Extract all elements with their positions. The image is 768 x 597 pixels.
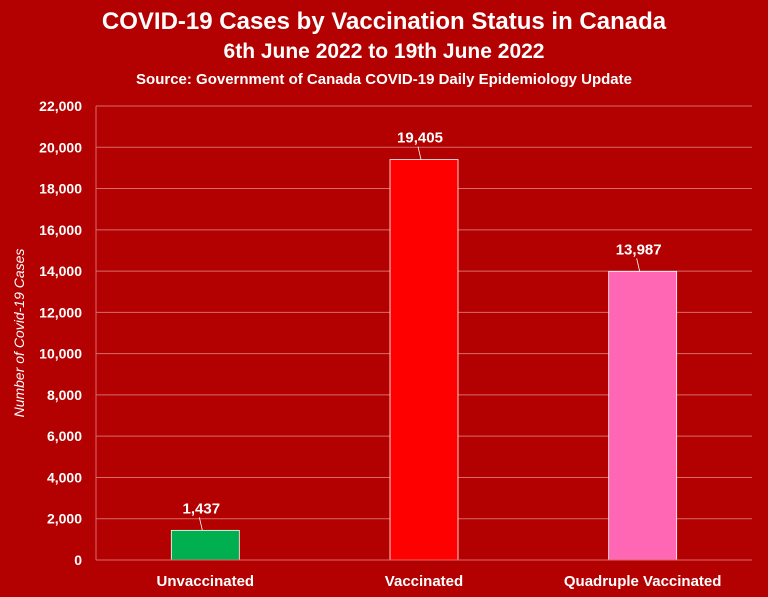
data-label: 13,987: [616, 241, 662, 258]
data-label-leader: [198, 517, 203, 531]
data-label-leader: [636, 258, 641, 272]
x-tick-label: Unvaccinated: [157, 573, 255, 590]
bars: [170, 159, 678, 561]
y-tick-label: 12,000: [39, 304, 82, 320]
y-tick-label: 22,000: [39, 98, 82, 114]
y-tick-label: 14,000: [39, 263, 82, 279]
labels: 0 2,000 4,000 6,000 8,000 10,000 12,000 14,000 1…: [39, 98, 721, 590]
data-label-leader: [417, 146, 422, 160]
y-axis-title: Number of Covid-19 Cases: [11, 249, 27, 418]
data-label: 1,437: [183, 500, 221, 517]
data-label: 19,405: [397, 130, 443, 147]
y-tick-label: 8,000: [47, 387, 82, 403]
y-tick-label: 16,000: [39, 222, 82, 238]
y-tick-label: 6,000: [47, 428, 82, 444]
bar-quadruple-vaccinated: [608, 270, 678, 561]
y-tick-label: 4,000: [47, 469, 82, 485]
axes: [95, 106, 752, 561]
chart-source: Source: Government of Canada COVID-19 Da…: [136, 71, 632, 88]
y-tick-label: 0: [74, 552, 82, 568]
x-tick-label: Vaccinated: [385, 573, 463, 590]
bar-vaccinated: [389, 159, 459, 561]
chart-subtitle: 6th June 2022 to 19th June 2022: [223, 40, 545, 63]
y-tick-label: 2,000: [47, 511, 82, 527]
y-tick-label: 10,000: [39, 346, 82, 362]
y-tick-label: 18,000: [39, 181, 82, 197]
chart-title: COVID-19 Cases by Vaccination Status in …: [101, 8, 667, 35]
x-tick-label: Quadruple Vaccinated: [564, 573, 722, 590]
y-tick-label: 20,000: [39, 139, 82, 155]
bar-unvaccinated: [170, 529, 240, 561]
